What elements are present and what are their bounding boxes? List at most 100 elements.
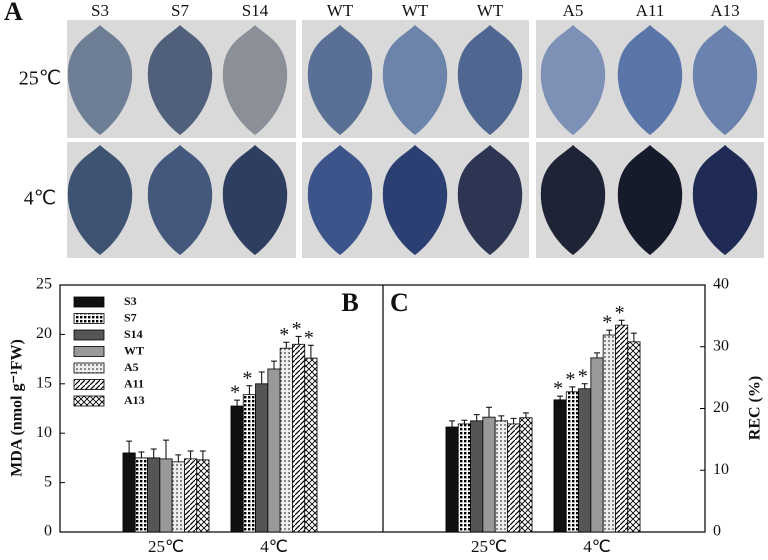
error-bar: [618, 319, 625, 326]
column-label: A13: [710, 1, 739, 20]
error-bar: [594, 352, 600, 358]
column-label: S3: [91, 1, 109, 20]
legend-label: WT: [124, 343, 144, 357]
bar: [470, 420, 484, 533]
row-label: 4℃: [24, 188, 56, 210]
legend-label: S3: [124, 294, 137, 308]
bar: [507, 423, 521, 533]
bar: [578, 388, 592, 533]
y-tick-label: 0: [713, 523, 721, 540]
error-bar: [510, 417, 517, 424]
significance-marker: *: [292, 318, 302, 340]
bar: [122, 452, 136, 533]
legend-swatch: [73, 395, 105, 407]
legend-label: A5: [124, 360, 139, 374]
bar: [494, 420, 508, 533]
significance-marker: *: [230, 382, 240, 404]
bar: [134, 457, 148, 533]
error-bar: [557, 395, 564, 400]
significance-marker: *: [553, 378, 563, 400]
error-bar: [199, 450, 206, 460]
y-tick-label: 10: [713, 461, 729, 478]
legend-swatch: [73, 313, 105, 324]
legend-swatch: [73, 362, 105, 374]
significance-marker: *: [602, 312, 612, 334]
significance-marker: *: [578, 365, 588, 387]
x-tick-label: 4℃: [583, 537, 611, 556]
y-tick-label: 25: [36, 276, 52, 293]
significance-marker: *: [565, 368, 575, 390]
x-tick-label: 25℃: [148, 537, 184, 556]
error-bar: [581, 383, 588, 389]
panel-label: A: [4, 0, 23, 26]
bar: [304, 357, 318, 533]
y-tick-label: 40: [713, 276, 729, 293]
error-bar: [234, 399, 241, 407]
legend-swatch: [73, 346, 105, 357]
error-bar: [175, 454, 182, 462]
bar: [255, 383, 269, 533]
bar: [196, 459, 210, 533]
bar: [457, 423, 471, 533]
error-bar: [295, 335, 302, 345]
bar: [615, 324, 629, 533]
bar: [553, 399, 567, 533]
bar: [147, 457, 161, 533]
bar: [184, 458, 198, 533]
bar: [279, 347, 293, 533]
error-bar: [630, 332, 637, 342]
error-bar: [271, 360, 277, 369]
legend-label: A11: [124, 376, 144, 390]
y-axis-label: REC (%): [747, 376, 764, 440]
legend-swatch: [73, 329, 105, 341]
panel-a: A 25℃ 4℃ S3 S7 S14 WT WT WT A5 A11 A13: [4, 0, 764, 258]
error-bar: [461, 419, 468, 424]
significance-marker: *: [242, 367, 252, 389]
y-tick-label: 20: [36, 325, 52, 342]
column-label: WT: [477, 1, 504, 20]
error-bar: [246, 385, 253, 395]
bar: [230, 405, 244, 533]
y-tick-label: 0: [44, 523, 52, 540]
legend-label: S7: [124, 310, 137, 324]
y-tick-label: 15: [36, 374, 52, 391]
legend-label: S14: [124, 327, 143, 341]
bar: [242, 394, 256, 533]
legend-swatch: [73, 379, 105, 390]
row-label: 25℃: [19, 68, 61, 90]
x-tick-label: 25℃: [471, 537, 507, 556]
y-tick-label: 10: [36, 424, 52, 441]
bar: [602, 334, 616, 533]
significance-marker: *: [279, 324, 289, 346]
x-tick-label: 4℃: [260, 537, 288, 556]
y-axis-label: MDA (nmol g⁻¹FW): [9, 339, 26, 477]
error-bar: [569, 386, 576, 392]
bar: [565, 391, 579, 533]
bar: [519, 417, 533, 533]
bar: [267, 368, 281, 533]
bar: [590, 357, 604, 533]
column-label: A5: [563, 1, 584, 20]
y-tick-label: 20: [713, 399, 729, 416]
bar: [292, 343, 306, 533]
error-bar: [473, 414, 480, 421]
error-bar: [498, 415, 505, 421]
y-tick-label: 30: [713, 337, 729, 354]
column-label: WT: [402, 1, 429, 20]
error-bar: [522, 412, 529, 418]
significance-marker: *: [304, 327, 314, 349]
bar: [171, 461, 185, 533]
y-tick-label: 5: [44, 473, 52, 490]
error-bar: [486, 406, 492, 418]
panel-label: C: [390, 288, 409, 317]
column-label: A11: [636, 1, 665, 20]
error-bar: [283, 341, 290, 349]
panel-label: B: [341, 288, 358, 317]
legend-label: A13: [124, 393, 145, 407]
error-bar: [187, 450, 194, 459]
column-label: WT: [327, 1, 354, 20]
bar: [159, 458, 173, 533]
error-bar: [163, 439, 169, 459]
bar: [482, 416, 496, 533]
